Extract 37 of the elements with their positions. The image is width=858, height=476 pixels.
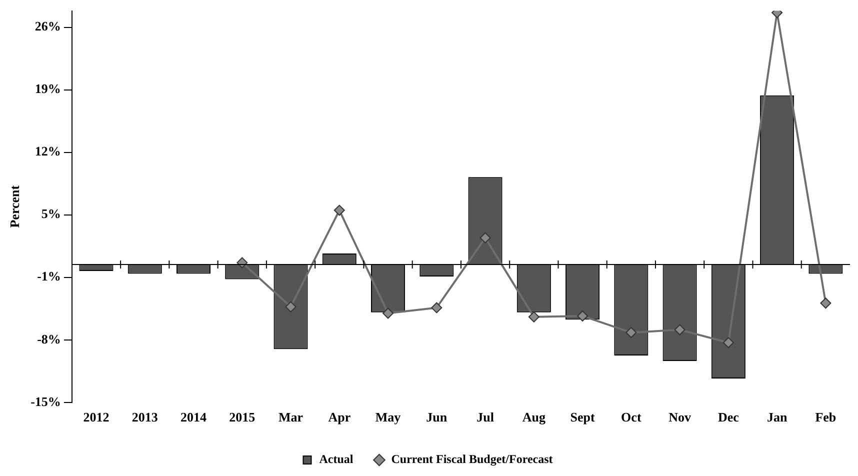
legend-label: Current Fiscal Budget/Forecast bbox=[391, 452, 553, 466]
y-tick-label: 5% bbox=[41, 206, 61, 222]
y-tick-label: 12% bbox=[34, 144, 61, 159]
y-tick-label: -1% bbox=[37, 268, 61, 284]
x-tick-label: Sept bbox=[570, 410, 596, 425]
x-tick-label: Mar bbox=[278, 410, 304, 425]
x-tick-label: 2013 bbox=[132, 410, 158, 425]
y-tick-label: -15% bbox=[30, 394, 61, 409]
x-tick-label: 2014 bbox=[180, 410, 208, 425]
point bbox=[820, 298, 832, 309]
x-tick-label: Dec bbox=[718, 410, 740, 425]
point bbox=[528, 311, 540, 322]
y-tick-label: 26% bbox=[34, 18, 61, 34]
x-tick-label: Feb bbox=[815, 410, 836, 425]
point bbox=[480, 232, 491, 244]
x-tick-label: 2012 bbox=[83, 410, 110, 425]
legend-label: Actual bbox=[319, 452, 354, 466]
x-tick-label: Jun bbox=[426, 410, 448, 425]
point bbox=[577, 310, 588, 322]
x-tick-label: Apr bbox=[328, 410, 351, 425]
point bbox=[626, 327, 637, 338]
y-axis-title: Percent bbox=[7, 184, 22, 228]
x-tick-label: Nov bbox=[668, 410, 692, 425]
x-tick-label: 2015 bbox=[229, 410, 256, 425]
x-tick-label: May bbox=[375, 410, 402, 425]
x-tick-label: Aug bbox=[522, 410, 546, 425]
x-tick-label: Jul bbox=[476, 410, 494, 425]
y-tick-label: 19% bbox=[34, 81, 61, 96]
y-tick-label: -8% bbox=[37, 331, 61, 346]
x-tick-label: Jan bbox=[766, 410, 788, 425]
point bbox=[285, 301, 296, 312]
point bbox=[722, 337, 734, 348]
point bbox=[334, 204, 345, 216]
point bbox=[674, 324, 686, 336]
point bbox=[382, 308, 394, 319]
point bbox=[431, 302, 442, 314]
x-tick-label: Oct bbox=[621, 410, 642, 425]
